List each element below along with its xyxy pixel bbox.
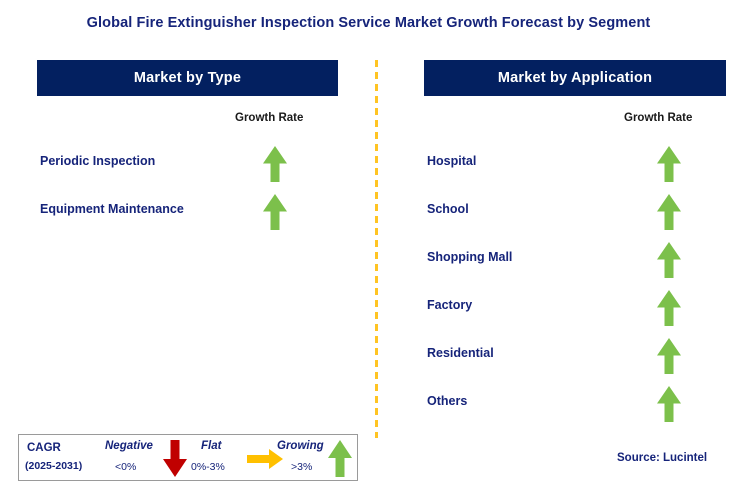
- growth-rate-column-header: Growth Rate: [235, 112, 304, 124]
- segment-row: Hospital: [424, 146, 726, 194]
- segment-label: Periodic Inspection: [40, 154, 156, 168]
- segment-label: Factory: [427, 298, 473, 312]
- up-arrow-icon: [656, 146, 682, 182]
- segment-label: Shopping Mall: [427, 250, 513, 264]
- segment-label: Equipment Maintenance: [40, 202, 184, 216]
- segment-label: Others: [427, 394, 468, 408]
- cagr-legend-box: CAGR (2025-2031) Negative <0% Flat 0%-3%…: [18, 434, 358, 481]
- down-arrow-icon: [162, 440, 188, 477]
- segment-label: Residential: [427, 346, 494, 360]
- legend-flat-value: 0%-3%: [191, 461, 225, 473]
- segment-row: Shopping Mall: [424, 242, 726, 290]
- panel-market-by-type: Market by Type Growth Rate Periodic Insp…: [37, 60, 338, 230]
- up-arrow-icon: [327, 440, 353, 477]
- segment-row: Others: [424, 386, 726, 434]
- legend-negative-label: Negative: [105, 440, 153, 452]
- up-arrow-icon: [262, 194, 288, 230]
- vertical-dashed-divider: [375, 60, 378, 438]
- segment-row: Periodic Inspection: [37, 146, 338, 194]
- legend-growing-value: >3%: [291, 461, 313, 473]
- up-arrow-icon: [656, 290, 682, 326]
- segment-label: School: [427, 202, 469, 216]
- legend-growing-label: Growing: [277, 440, 324, 452]
- up-arrow-icon: [656, 242, 682, 278]
- segment-row: School: [424, 194, 726, 242]
- legend-negative-value: <0%: [115, 461, 137, 473]
- growth-rate-column-header: Growth Rate: [624, 112, 693, 124]
- legend-flat-label: Flat: [201, 440, 222, 452]
- legend-cagr-years: (2025-2031): [25, 460, 83, 472]
- segment-label: Hospital: [427, 154, 477, 168]
- segment-row: Factory: [424, 290, 726, 338]
- panel-header-market-by-application: Market by Application: [424, 60, 726, 96]
- legend-cagr-title: CAGR: [27, 442, 61, 454]
- up-arrow-icon: [656, 338, 682, 374]
- panel-market-by-application: Market by Application Growth Rate Hospit…: [424, 60, 726, 422]
- right-arrow-icon: [247, 449, 283, 469]
- segment-row: Equipment Maintenance: [37, 194, 338, 242]
- source-attribution: Source: Lucintel: [617, 452, 708, 464]
- segment-row-list: Periodic Inspection Equipment Maintenance: [37, 146, 338, 242]
- panel-header-market-by-type: Market by Type: [37, 60, 338, 96]
- up-arrow-icon: [262, 146, 288, 182]
- segment-row-list: Hospital School Shopping Mall Factory Reside…: [424, 146, 726, 434]
- page-title: Global Fire Extinguisher Inspection Serv…: [86, 15, 651, 31]
- up-arrow-icon: [656, 386, 682, 422]
- segment-row: Residential: [424, 338, 726, 386]
- up-arrow-icon: [656, 194, 682, 230]
